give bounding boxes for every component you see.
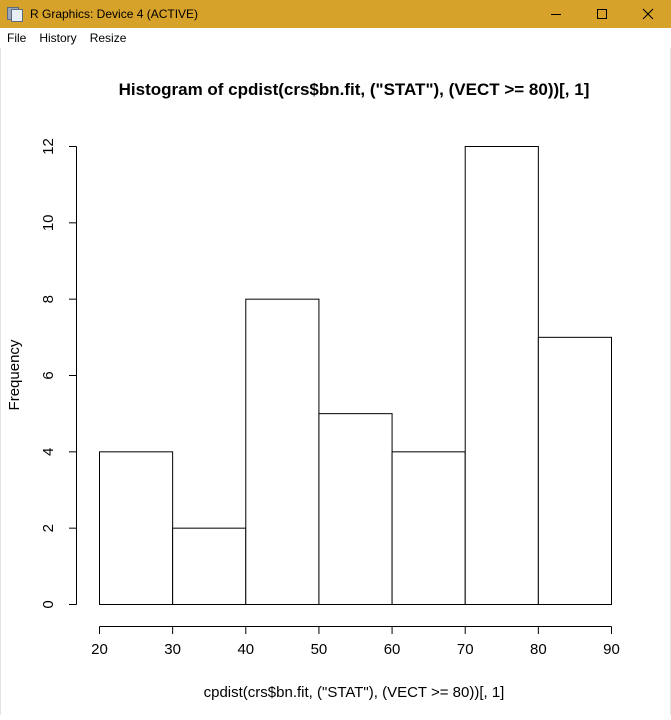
- x-tick-label: 80: [530, 641, 547, 658]
- menu-history[interactable]: History: [39, 31, 77, 45]
- maximize-button[interactable]: [579, 0, 625, 28]
- window-title: R Graphics: Device 4 (ACTIVE): [30, 7, 199, 21]
- x-tick-label: 70: [457, 641, 474, 658]
- y-tick-label: 12: [40, 138, 57, 155]
- r-graphics-app-icon[interactable]: [7, 6, 23, 22]
- x-tick-label: 20: [91, 641, 108, 658]
- x-axis-label: cpdist(crs$bn.fit, ("STAT"), (VECT >= 80…: [204, 684, 505, 701]
- minimize-icon: [551, 14, 561, 15]
- x-tick-label: 40: [237, 641, 254, 658]
- x-tick-label: 50: [311, 641, 328, 658]
- close-icon: [642, 8, 654, 20]
- histogram-chart: Histogram of cpdist(crs$bn.fit, ("STAT")…: [6, 80, 620, 701]
- y-tick-label: 10: [40, 214, 57, 231]
- menu-resize[interactable]: Resize: [89, 31, 127, 45]
- y-tick-label: 0: [40, 600, 57, 608]
- histogram-bar: [464, 146, 539, 605]
- y-tick-label: 2: [40, 524, 57, 532]
- chart-title: Histogram of cpdist(crs$bn.fit, ("STAT")…: [119, 80, 590, 99]
- minimize-button[interactable]: [533, 0, 579, 28]
- title-bar[interactable]: R Graphics: Device 4 (ACTIVE): [0, 0, 671, 28]
- y-tick-label: 6: [40, 371, 57, 379]
- y-tick-label: 8: [40, 295, 57, 303]
- x-tick-label: 60: [384, 641, 401, 658]
- maximize-icon: [597, 9, 607, 19]
- histogram-bar: [99, 451, 174, 606]
- x-tick-label: 90: [603, 641, 620, 658]
- menu-bar: File History Resize: [0, 28, 671, 48]
- x-tick-label: 30: [164, 641, 181, 658]
- histogram-bar: [318, 413, 393, 605]
- histogram-bar: [172, 527, 247, 605]
- y-axis-label: Frequency: [6, 339, 23, 410]
- y-tick-label: 4: [40, 448, 57, 456]
- menu-file[interactable]: File: [7, 31, 27, 45]
- histogram-bar: [245, 298, 320, 606]
- plot-area: Histogram of cpdist(crs$bn.fit, ("STAT")…: [0, 48, 671, 715]
- close-button[interactable]: [625, 0, 671, 28]
- histogram-bar: [391, 451, 466, 606]
- histogram-bar: [537, 336, 612, 605]
